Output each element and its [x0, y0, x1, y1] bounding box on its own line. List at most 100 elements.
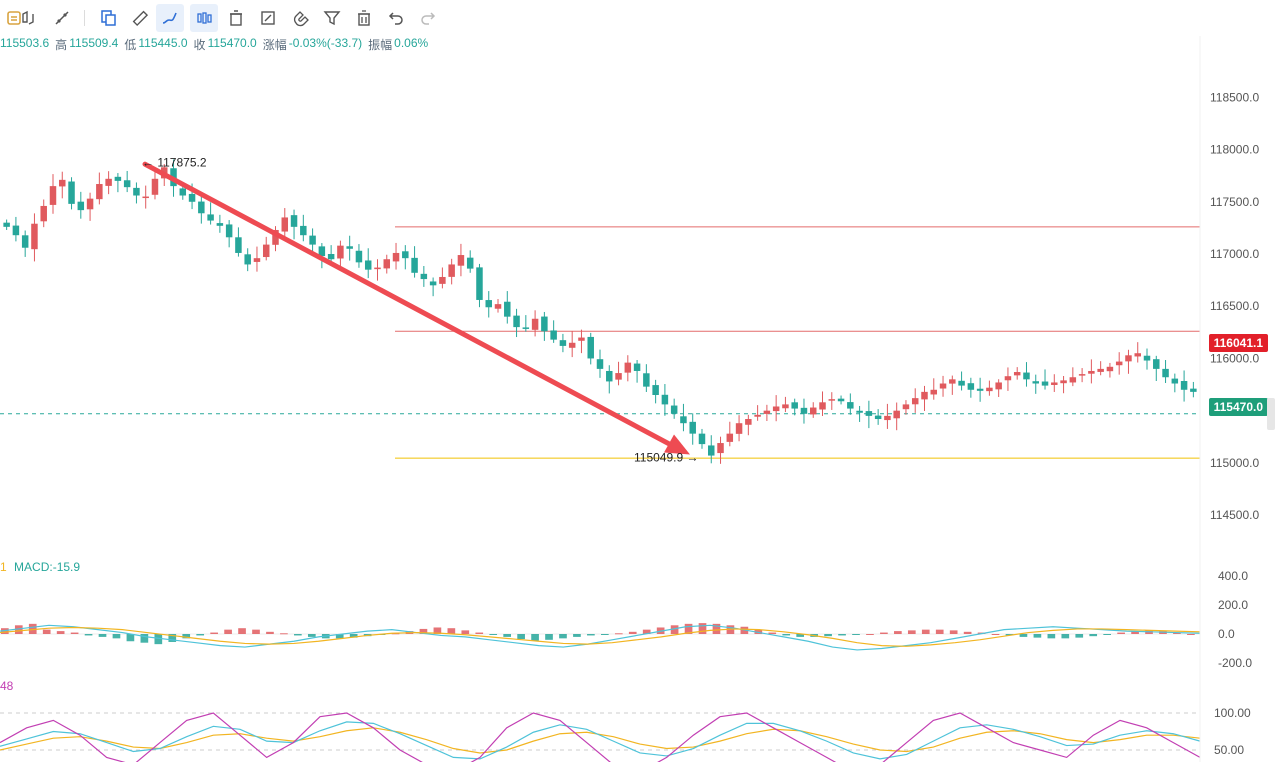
- candle-body: [643, 373, 650, 387]
- kdj-tick-label: 100.00: [1214, 706, 1251, 720]
- macd-histogram-bar: [14, 625, 23, 634]
- macd-histogram-bar: [391, 633, 400, 635]
- macd-histogram-bar: [796, 634, 805, 637]
- candle-body: [411, 257, 418, 273]
- macd-histogram-bar: [224, 629, 232, 634]
- close-label: 收: [193, 38, 206, 52]
- high-value: 115509.4: [69, 36, 119, 50]
- macd-histogram-bar: [1033, 634, 1042, 638]
- copy-button[interactable]: [94, 4, 122, 32]
- magnet-button[interactable]: [286, 4, 314, 32]
- kdj-tick-label: 50.00: [1214, 743, 1244, 757]
- candle-body: [958, 380, 965, 386]
- candle-body: [59, 179, 66, 187]
- redo-button[interactable]: [414, 4, 442, 32]
- candle-body: [754, 414, 761, 417]
- candle-body: [429, 281, 437, 286]
- candle-body: [531, 318, 539, 330]
- candle-body: [911, 398, 919, 405]
- undo-button[interactable]: [382, 4, 410, 32]
- candle-body: [689, 421, 696, 434]
- macd-histogram-bar: [349, 634, 358, 638]
- candle-body: [290, 215, 298, 227]
- candle-body: [1162, 368, 1169, 378]
- macd-histogram-bar: [670, 625, 679, 634]
- scroll-handle[interactable]: [1267, 398, 1275, 430]
- candle-body: [939, 383, 947, 389]
- macd-histogram-bar: [1047, 634, 1056, 639]
- copy-icon: [101, 10, 116, 26]
- candle-body: [1078, 374, 1086, 376]
- cycle-icon: [22, 10, 34, 25]
- edit-button[interactable]: [254, 4, 282, 32]
- macd-histogram-bar: [126, 634, 135, 642]
- filter-button[interactable]: [318, 4, 346, 32]
- candle-body: [1143, 355, 1151, 361]
- candle-body: [216, 223, 224, 226]
- candle-body: [225, 224, 233, 238]
- bank-button[interactable]: [0, 4, 28, 32]
- macd-histogram-bar: [1187, 634, 1195, 635]
- macd-histogram-bar: [698, 623, 707, 634]
- macd-histogram-bar: [335, 634, 344, 639]
- candle-body: [1004, 376, 1012, 381]
- trend-tool-icon: [55, 11, 69, 25]
- candle-body: [244, 254, 251, 265]
- candle-body: [1106, 366, 1114, 372]
- macd-histogram-bar: [949, 630, 958, 634]
- trash-button[interactable]: [350, 4, 378, 32]
- candle-body: [383, 259, 391, 269]
- candle-body: [364, 260, 372, 270]
- amplitude-label: 振幅: [368, 38, 393, 52]
- candle-body: [698, 433, 706, 445]
- candle-body: [670, 405, 678, 414]
- cycle-button[interactable]: [14, 4, 42, 32]
- candle-body: [21, 235, 29, 248]
- delete-button[interactable]: [222, 4, 250, 32]
- macd-histogram-bar: [880, 632, 888, 634]
- macd-histogram-bar: [601, 634, 609, 635]
- candle-body: [865, 411, 873, 416]
- magnet-icon: [293, 11, 309, 27]
- change-label: 涨幅: [262, 38, 287, 52]
- ruler-button[interactable]: [126, 4, 154, 32]
- candle-body: [995, 382, 1002, 390]
- candle-body: [476, 267, 483, 300]
- kdj-k-line: [0, 712, 1201, 762]
- macd-histogram-bar: [838, 634, 846, 636]
- candle-body: [782, 404, 789, 409]
- candle-body: [1171, 378, 1179, 384]
- candle-body: [615, 373, 622, 380]
- macd-histogram-bar: [1103, 634, 1111, 635]
- macd-histogram-bar: [907, 630, 916, 634]
- change-value: -0.03%(-33.7): [288, 36, 363, 50]
- macd-histogram-bar: [489, 634, 498, 635]
- candle-body: [457, 255, 465, 266]
- brush-button[interactable]: [156, 4, 184, 32]
- candle-body: [1041, 381, 1049, 386]
- macd-histogram-bar: [921, 629, 930, 634]
- candle-body: [541, 316, 548, 332]
- filter-icon: [323, 11, 341, 26]
- macd-histogram-bar: [991, 634, 1000, 635]
- candle-body: [466, 257, 474, 269]
- macd-histogram-bar: [447, 628, 456, 634]
- candle-body: [235, 237, 242, 253]
- ruler-icon: [132, 10, 149, 27]
- candle-body: [856, 410, 863, 413]
- trend-tool-button[interactable]: [48, 4, 76, 32]
- candle-body: [837, 398, 845, 402]
- macd-histogram-bar: [824, 634, 832, 637]
- candle-body: [31, 223, 38, 250]
- macd-histogram-bar: [140, 634, 149, 643]
- macd-histogram-bar: [112, 634, 121, 639]
- macd-histogram-bar: [517, 634, 525, 640]
- macd-histogram-bar: [587, 634, 595, 636]
- candle-body: [828, 399, 836, 401]
- candle-body: [86, 198, 94, 210]
- macd-tick-label: 0.0: [1218, 627, 1235, 641]
- macd-histogram-bar: [531, 634, 539, 641]
- candlestick-button[interactable]: [190, 4, 218, 32]
- candle-body: [281, 217, 289, 232]
